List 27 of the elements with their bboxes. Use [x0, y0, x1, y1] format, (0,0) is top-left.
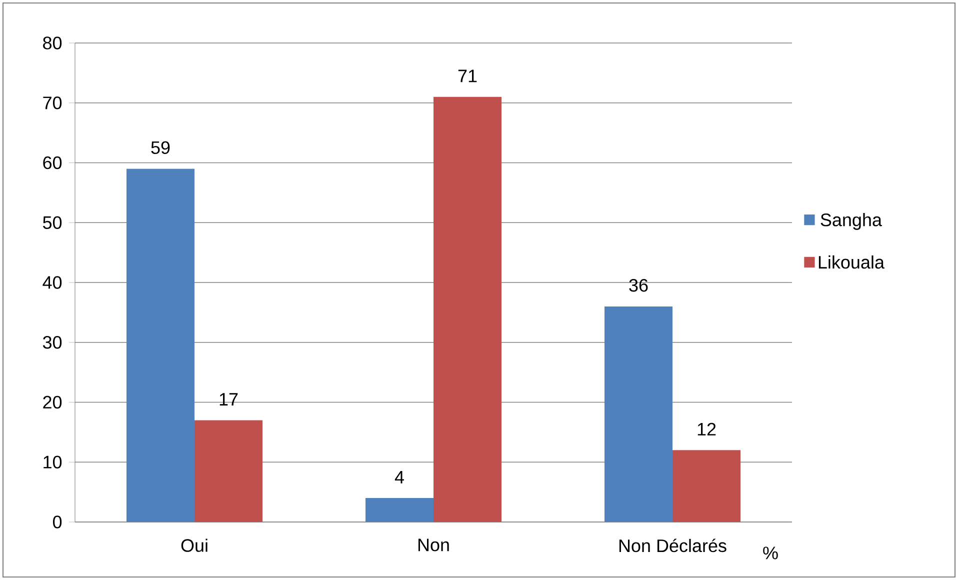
legend-label: Sangha	[820, 213, 882, 230]
x-tick-label: Non	[418, 538, 449, 552]
x-tick-label: Non Déclarés	[619, 538, 726, 552]
data-label: 71	[458, 70, 477, 82]
x-axis-title: %	[763, 546, 778, 560]
data-label: 4	[394, 470, 404, 484]
bar	[604, 306, 672, 522]
y-tick-label: 80	[43, 36, 62, 50]
y-tick-label: 70	[43, 96, 62, 110]
bar	[126, 168, 195, 522]
data-label: 12	[698, 422, 716, 436]
x-tick-label: Oui	[181, 538, 208, 552]
data-label: 36	[629, 278, 648, 292]
y-tick-label: 30	[42, 336, 62, 349]
data-label: 17	[220, 393, 238, 406]
y-tick-label: 40	[42, 276, 62, 289]
bar	[672, 450, 740, 522]
y-tick-label: 20	[43, 396, 62, 409]
y-tick-label: 0	[52, 516, 62, 528]
bar	[194, 420, 262, 522]
legend-label: Likouala	[818, 255, 884, 269]
y-tick-label: 10	[44, 456, 62, 468]
bar	[366, 498, 434, 522]
bar	[434, 96, 502, 522]
y-tick-label: 50	[42, 216, 62, 229]
y-tick-label: 60	[43, 156, 62, 170]
data-label: 59	[151, 141, 170, 154]
